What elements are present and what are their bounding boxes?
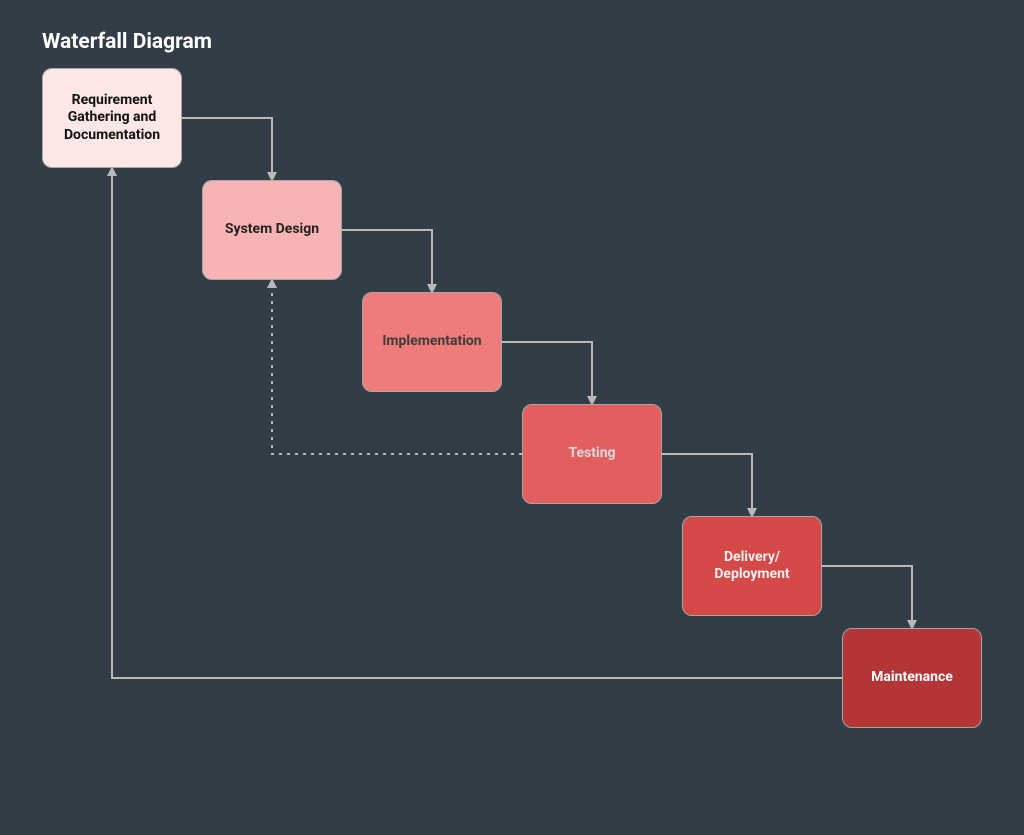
node-impl: Implementation xyxy=(362,292,502,392)
node-label: Delivery/ Deployment xyxy=(689,549,815,584)
node-label: System Design xyxy=(225,221,319,239)
edge xyxy=(502,342,592,404)
node-design: System Design xyxy=(202,180,342,280)
node-label: Implementation xyxy=(382,333,481,351)
edge xyxy=(182,118,272,180)
node-deploy: Delivery/ Deployment xyxy=(682,516,822,616)
node-req: Requirement Gathering and Documentation xyxy=(42,68,182,168)
diagram-title: Waterfall Diagram xyxy=(42,30,212,54)
node-label: Requirement Gathering and Documentation xyxy=(49,92,175,145)
node-maint: Maintenance xyxy=(842,628,982,728)
edge xyxy=(822,566,912,628)
edge xyxy=(342,230,432,292)
node-test: Testing xyxy=(522,404,662,504)
node-label: Testing xyxy=(568,445,615,463)
edge xyxy=(662,454,752,516)
diagram-canvas: Waterfall Diagram Requirement Gathering … xyxy=(0,0,1024,835)
node-label: Maintenance xyxy=(871,669,953,687)
